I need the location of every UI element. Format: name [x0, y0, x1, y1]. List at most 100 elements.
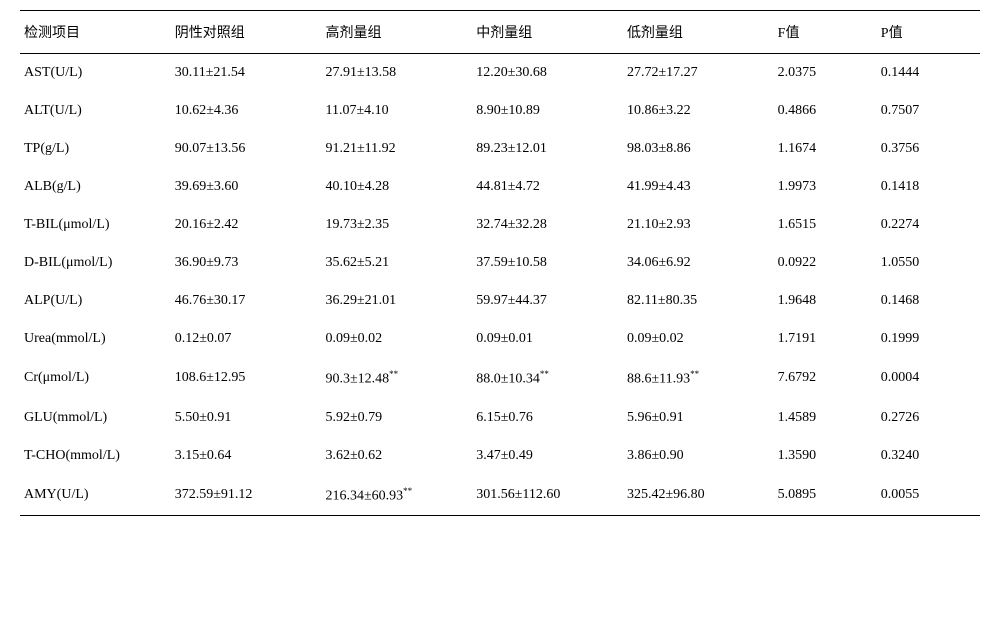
- table-cell: 6.15±0.76: [472, 399, 623, 437]
- table-row: ALB(g/L)39.69±3.6040.10±4.2844.81±4.7241…: [20, 168, 980, 206]
- table-cell: 108.6±12.95: [171, 358, 322, 399]
- table-cell: 40.10±4.28: [321, 168, 472, 206]
- col-header: 阴性对照组: [171, 11, 322, 54]
- table-cell: ALP(U/L): [20, 282, 171, 320]
- table-row: AMY(U/L)372.59±91.12216.34±60.93**301.56…: [20, 475, 980, 516]
- table-cell: 0.3240: [877, 437, 980, 475]
- col-header: 低剂量组: [623, 11, 774, 54]
- table-cell: 216.34±60.93**: [321, 475, 472, 516]
- table-cell: Cr(μmol/L): [20, 358, 171, 399]
- table-cell: 0.0055: [877, 475, 980, 516]
- table-cell: 301.56±112.60: [472, 475, 623, 516]
- table-cell: Urea(mmol/L): [20, 320, 171, 358]
- table-cell: ALT(U/L): [20, 92, 171, 130]
- table-cell: 0.4866: [774, 92, 877, 130]
- table-cell: 1.0550: [877, 244, 980, 282]
- table-cell: 5.50±0.91: [171, 399, 322, 437]
- table-cell: 1.4589: [774, 399, 877, 437]
- table-cell: 19.73±2.35: [321, 206, 472, 244]
- table-cell: 1.9973: [774, 168, 877, 206]
- table-cell: D-BIL(μmol/L): [20, 244, 171, 282]
- table-cell: 8.90±10.89: [472, 92, 623, 130]
- biochem-table: 检测项目阴性对照组高剂量组中剂量组低剂量组F值P值 AST(U/L)30.11±…: [20, 10, 980, 516]
- table-cell: 20.16±2.42: [171, 206, 322, 244]
- table-cell: 59.97±44.37: [472, 282, 623, 320]
- table-cell: 91.21±11.92: [321, 130, 472, 168]
- table-cell: 90.3±12.48**: [321, 358, 472, 399]
- table-cell: 11.07±4.10: [321, 92, 472, 130]
- table-cell: 10.86±3.22: [623, 92, 774, 130]
- table-cell: 0.7507: [877, 92, 980, 130]
- table-cell: 30.11±21.54: [171, 54, 322, 93]
- table-cell: 34.06±6.92: [623, 244, 774, 282]
- col-header: 高剂量组: [321, 11, 472, 54]
- table-cell: ALB(g/L): [20, 168, 171, 206]
- table-cell: 0.09±0.02: [321, 320, 472, 358]
- table-cell: 88.0±10.34**: [472, 358, 623, 399]
- table-cell: T-CHO(mmol/L): [20, 437, 171, 475]
- table-cell: 0.0922: [774, 244, 877, 282]
- table-cell: 37.59±10.58: [472, 244, 623, 282]
- table-cell: 3.15±0.64: [171, 437, 322, 475]
- table-cell: 44.81±4.72: [472, 168, 623, 206]
- table-row: T-BIL(μmol/L)20.16±2.4219.73±2.3532.74±3…: [20, 206, 980, 244]
- table-cell: 90.07±13.56: [171, 130, 322, 168]
- table-cell: 1.9648: [774, 282, 877, 320]
- table-header-row: 检测项目阴性对照组高剂量组中剂量组低剂量组F值P值: [20, 11, 980, 54]
- table-cell: 27.91±13.58: [321, 54, 472, 93]
- table-cell: 3.62±0.62: [321, 437, 472, 475]
- table-cell: 0.1444: [877, 54, 980, 93]
- table-cell: 36.29±21.01: [321, 282, 472, 320]
- table-cell: T-BIL(μmol/L): [20, 206, 171, 244]
- table-cell: 0.1999: [877, 320, 980, 358]
- table-row: ALT(U/L)10.62±4.3611.07±4.108.90±10.8910…: [20, 92, 980, 130]
- table-cell: 2.0375: [774, 54, 877, 93]
- table-cell: 35.62±5.21: [321, 244, 472, 282]
- table-cell: AST(U/L): [20, 54, 171, 93]
- table-cell: 0.2274: [877, 206, 980, 244]
- table-cell: 12.20±30.68: [472, 54, 623, 93]
- table-cell: 325.42±96.80: [623, 475, 774, 516]
- table-row: ALP(U/L)46.76±30.1736.29±21.0159.97±44.3…: [20, 282, 980, 320]
- table-cell: 3.86±0.90: [623, 437, 774, 475]
- table-cell: 0.09±0.02: [623, 320, 774, 358]
- table-row: T-CHO(mmol/L)3.15±0.643.62±0.623.47±0.49…: [20, 437, 980, 475]
- table-row: TP(g/L)90.07±13.5691.21±11.9289.23±12.01…: [20, 130, 980, 168]
- table-row: GLU(mmol/L)5.50±0.915.92±0.796.15±0.765.…: [20, 399, 980, 437]
- col-header: 检测项目: [20, 11, 171, 54]
- table-cell: 21.10±2.93: [623, 206, 774, 244]
- table-cell: 10.62±4.36: [171, 92, 322, 130]
- table-cell: 82.11±80.35: [623, 282, 774, 320]
- table-cell: 3.47±0.49: [472, 437, 623, 475]
- table-cell: 98.03±8.86: [623, 130, 774, 168]
- table-cell: 0.2726: [877, 399, 980, 437]
- table-cell: 39.69±3.60: [171, 168, 322, 206]
- col-header: 中剂量组: [472, 11, 623, 54]
- table-cell: 1.1674: [774, 130, 877, 168]
- table-row: D-BIL(μmol/L)36.90±9.7335.62±5.2137.59±1…: [20, 244, 980, 282]
- table-cell: 1.7191: [774, 320, 877, 358]
- table-cell: 5.92±0.79: [321, 399, 472, 437]
- table-cell: 41.99±4.43: [623, 168, 774, 206]
- table-cell: 0.3756: [877, 130, 980, 168]
- table-cell: 5.96±0.91: [623, 399, 774, 437]
- table-cell: 1.3590: [774, 437, 877, 475]
- table-cell: 88.6±11.93**: [623, 358, 774, 399]
- col-header: P值: [877, 11, 980, 54]
- table-cell: 0.09±0.01: [472, 320, 623, 358]
- table-cell: AMY(U/L): [20, 475, 171, 516]
- table-cell: 46.76±30.17: [171, 282, 322, 320]
- table-cell: 0.1418: [877, 168, 980, 206]
- table-cell: 27.72±17.27: [623, 54, 774, 93]
- table-cell: 36.90±9.73: [171, 244, 322, 282]
- table-cell: 32.74±32.28: [472, 206, 623, 244]
- table-cell: 7.6792: [774, 358, 877, 399]
- table-cell: 0.1468: [877, 282, 980, 320]
- table-cell: 89.23±12.01: [472, 130, 623, 168]
- table-row: AST(U/L)30.11±21.5427.91±13.5812.20±30.6…: [20, 54, 980, 93]
- table-cell: 1.6515: [774, 206, 877, 244]
- table-row: Cr(μmol/L)108.6±12.9590.3±12.48**88.0±10…: [20, 358, 980, 399]
- col-header: F值: [774, 11, 877, 54]
- table-row: Urea(mmol/L)0.12±0.070.09±0.020.09±0.010…: [20, 320, 980, 358]
- table-cell: 0.0004: [877, 358, 980, 399]
